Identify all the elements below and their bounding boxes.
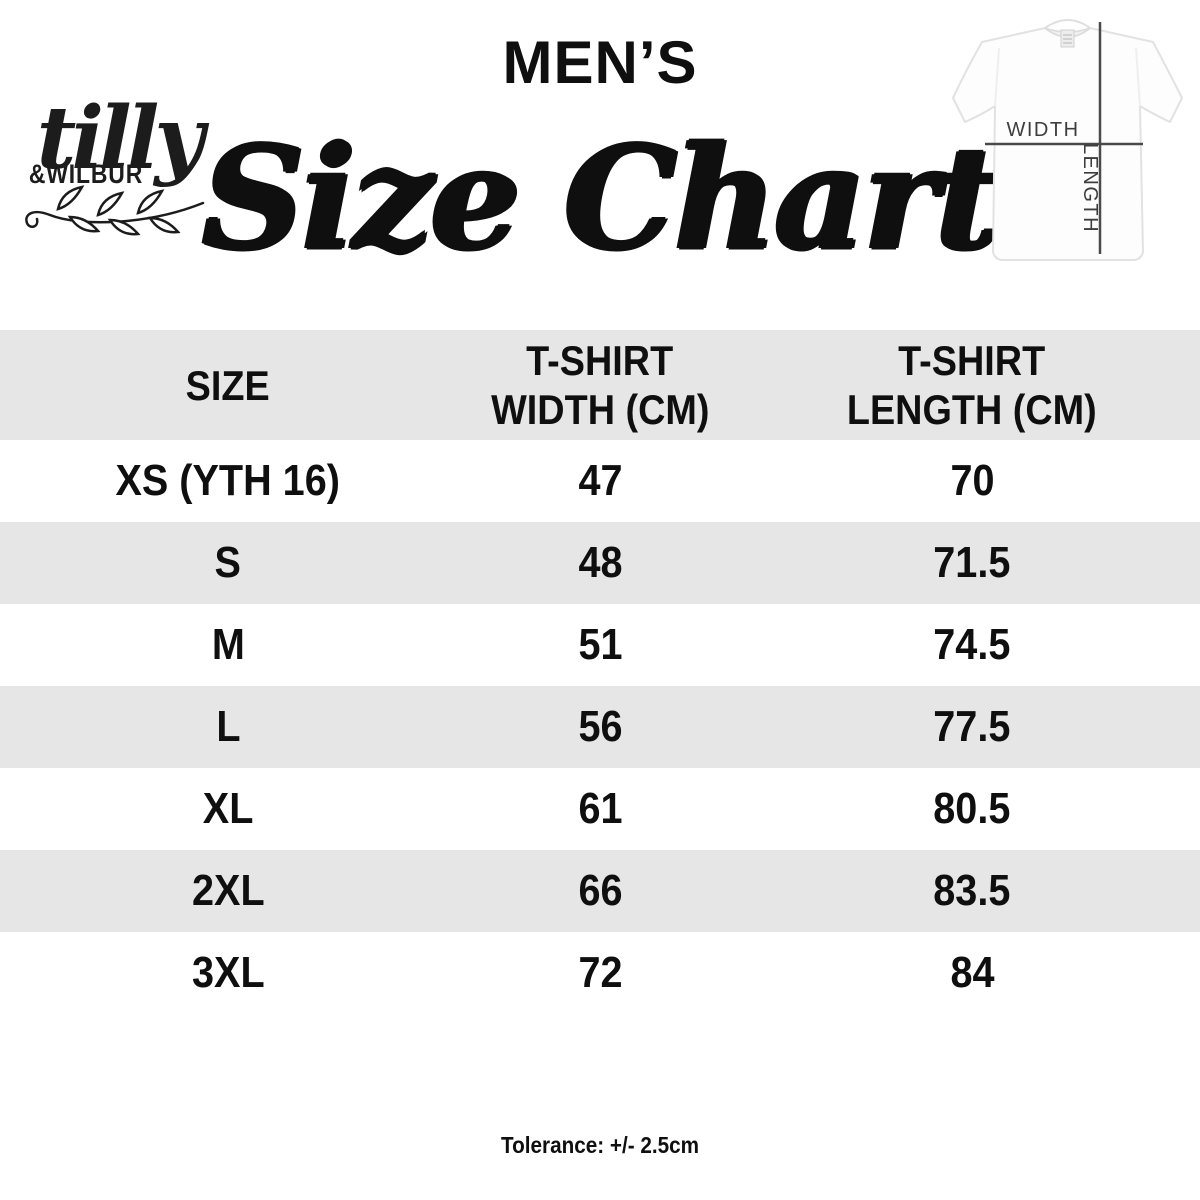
- column-header-width-line1: T-SHIRT: [526, 337, 674, 384]
- width-value: 47: [577, 456, 623, 505]
- column-header-width-line2: WIDTH (CM): [490, 386, 710, 433]
- width-value: 48: [577, 538, 623, 587]
- column-header-size: SIZE: [185, 361, 271, 409]
- length-value: 83.5: [933, 866, 1011, 915]
- tshirt-measure-diagram: WIDTH LENGTH: [935, 2, 1195, 275]
- table-row-3xl: 3XL 72 84: [0, 932, 1200, 1014]
- width-value: 72: [577, 948, 623, 997]
- length-label: LENGTH: [1079, 143, 1101, 233]
- brand-logo: tilly &WILBUR: [18, 55, 223, 265]
- size-value: XS (YTH 16): [115, 456, 341, 505]
- length-value: 84: [949, 948, 995, 997]
- length-value: 77.5: [933, 702, 1011, 751]
- size-value: M: [211, 620, 245, 669]
- width-value: 51: [577, 620, 623, 669]
- size-value: 2XL: [191, 866, 265, 915]
- table-header-row: SIZE T-SHIRT WIDTH (CM) T-SHIRT LENGTH (…: [0, 330, 1200, 440]
- width-value: 61: [577, 784, 623, 833]
- length-value: 80.5: [933, 784, 1011, 833]
- category-title: MEN’S: [502, 29, 698, 96]
- table-row-m: M 51 74.5: [0, 604, 1200, 686]
- page-title: Size Chart: [202, 116, 1001, 282]
- length-value: 74.5: [933, 620, 1011, 669]
- tshirt-diagram-svg: WIDTH LENGTH: [952, 19, 1183, 261]
- width-value: 66: [577, 866, 623, 915]
- size-value: XL: [202, 784, 254, 833]
- size-table: SIZE T-SHIRT WIDTH (CM) T-SHIRT LENGTH (…: [0, 330, 1200, 1014]
- width-value: 56: [577, 702, 623, 751]
- table-row-xs: XS (YTH 16) 47 70: [0, 440, 1200, 522]
- size-value: S: [214, 538, 242, 587]
- tolerance-note: Tolerance: +/- 2.5cm: [500, 1132, 700, 1158]
- length-value: 71.5: [933, 538, 1011, 587]
- table-row-2xl: 2XL 66 83.5: [0, 850, 1200, 932]
- column-header-length-line2: LENGTH (CM): [847, 386, 1097, 433]
- length-value: 70: [949, 456, 995, 505]
- brand-name-caps: &WILBUR: [29, 159, 143, 189]
- laurel-branch-icon: [25, 185, 205, 236]
- width-label: WIDTH: [1006, 119, 1079, 141]
- brand-name-script: tilly: [37, 88, 210, 189]
- column-header-length-line1: T-SHIRT: [898, 337, 1046, 384]
- table-row-s: S 48 71.5: [0, 522, 1200, 604]
- size-value: 3XL: [191, 948, 265, 997]
- table-row-l: L 56 77.5: [0, 686, 1200, 768]
- brand-logo-svg: tilly &WILBUR: [25, 88, 214, 236]
- size-value: L: [215, 702, 241, 751]
- footer: Tolerance: +/- 2.5cm: [0, 1132, 1200, 1159]
- table-row-xl: XL 61 80.5: [0, 768, 1200, 850]
